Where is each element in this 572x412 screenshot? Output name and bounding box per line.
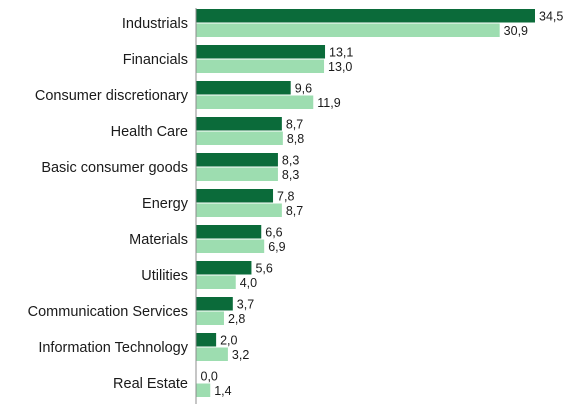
data-label-series-1: 34,5 <box>539 10 563 24</box>
data-label-series-2: 30,9 <box>504 24 528 38</box>
category-label: Health Care <box>111 124 188 140</box>
data-label-series-2: 1,4 <box>214 384 231 398</box>
data-label-series-1: 2,0 <box>220 334 237 348</box>
data-label-series-1: 3,7 <box>237 298 254 312</box>
bar-series-2 <box>196 275 236 289</box>
category-label: Basic consumer goods <box>41 160 188 176</box>
category-label: Energy <box>142 196 189 212</box>
bar-series-1 <box>196 117 282 131</box>
bar-series-1 <box>196 225 262 239</box>
category-label: Real Estate <box>113 376 188 392</box>
bar-series-1 <box>196 81 291 95</box>
bar-series-2 <box>196 239 265 253</box>
bar-series-2 <box>196 95 314 109</box>
category-label: Communication Services <box>28 304 188 320</box>
bar-series-1 <box>196 333 217 347</box>
data-label-series-2: 11,9 <box>317 96 340 110</box>
data-label-series-2: 8,3 <box>282 168 299 182</box>
bar-series-2 <box>196 131 283 145</box>
data-label-series-1: 9,6 <box>295 82 312 96</box>
bar-series-2 <box>196 347 228 361</box>
data-label-series-2: 13,0 <box>328 60 352 74</box>
bar-series-1 <box>196 297 233 311</box>
data-label-series-2: 4,0 <box>240 276 257 290</box>
category-label: Industrials <box>122 16 188 32</box>
data-label-series-1: 8,3 <box>282 154 299 168</box>
bar-series-1 <box>196 45 326 59</box>
bar-series-2 <box>196 59 325 73</box>
data-label-series-1: 7,8 <box>277 190 294 204</box>
bar-series-2 <box>196 383 211 397</box>
data-label-series-2: 8,8 <box>287 132 304 146</box>
category-label: Utilities <box>141 268 188 284</box>
data-label-series-1: 0,0 <box>201 370 218 384</box>
category-label: Information Technology <box>38 340 188 356</box>
data-label-series-1: 8,7 <box>286 118 303 132</box>
data-label-series-1: 5,6 <box>255 262 272 276</box>
bar-series-1 <box>196 9 535 23</box>
bar-series-1 <box>196 261 252 275</box>
bar-series-2 <box>196 23 500 37</box>
bar-series-1 <box>196 153 278 167</box>
data-label-series-1: 6,6 <box>265 226 282 240</box>
data-label-series-2: 3,2 <box>232 348 249 362</box>
category-label: Materials <box>129 232 188 248</box>
data-label-series-2: 6,9 <box>268 240 285 254</box>
bar-series-2 <box>196 203 282 217</box>
data-label-series-1: 13,1 <box>329 46 353 60</box>
category-label: Consumer discretionary <box>35 88 189 104</box>
bar-series-2 <box>196 311 224 325</box>
data-label-series-2: 8,7 <box>286 204 303 218</box>
bar-series-1 <box>196 189 274 203</box>
data-label-series-2: 2,8 <box>228 312 245 326</box>
bar-series-2 <box>196 167 278 181</box>
category-label: Financials <box>123 52 188 68</box>
